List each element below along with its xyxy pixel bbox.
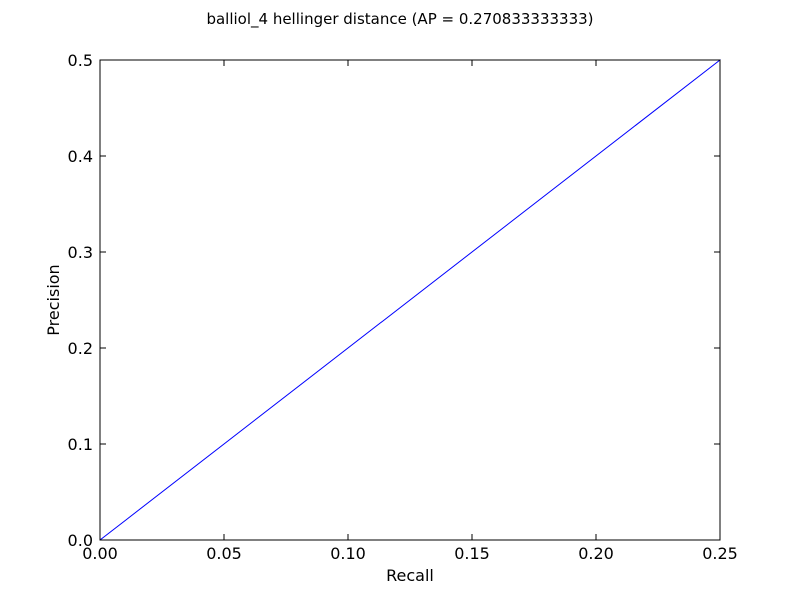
x-tick-labels: 0.00 0.05 0.10 0.15 0.20 0.25 (82, 544, 738, 563)
x-axis-label: Recall (386, 566, 434, 585)
y-tick-label-3: 0.3 (68, 243, 93, 262)
chart-title: balliol_4 hellinger distance (AP = 0.270… (206, 10, 593, 29)
x-tick-label-2: 0.10 (330, 544, 366, 563)
plot-area (99, 58, 721, 541)
x-tick-label-1: 0.05 (206, 544, 242, 563)
y-tick-label-4: 0.4 (68, 147, 93, 166)
y-tick-label-0: 0.0 (68, 531, 93, 550)
y-tick-label-1: 0.1 (68, 435, 93, 454)
y-tick-label-5: 0.5 (68, 51, 93, 70)
x-tick-label-5: 0.25 (702, 544, 738, 563)
y-tick-label-2: 0.2 (68, 339, 93, 358)
x-tick-label-3: 0.15 (454, 544, 490, 563)
plot-frame (99, 59, 721, 541)
y-tick-labels: 0.0 0.1 0.2 0.3 0.4 0.5 (68, 51, 93, 550)
y-axis-label: Precision (44, 264, 63, 335)
series-line-0 (99, 58, 721, 541)
x-tick-label-4: 0.20 (578, 544, 614, 563)
series-layer (99, 58, 721, 541)
x-tick-label-0: 0.00 (82, 544, 118, 563)
